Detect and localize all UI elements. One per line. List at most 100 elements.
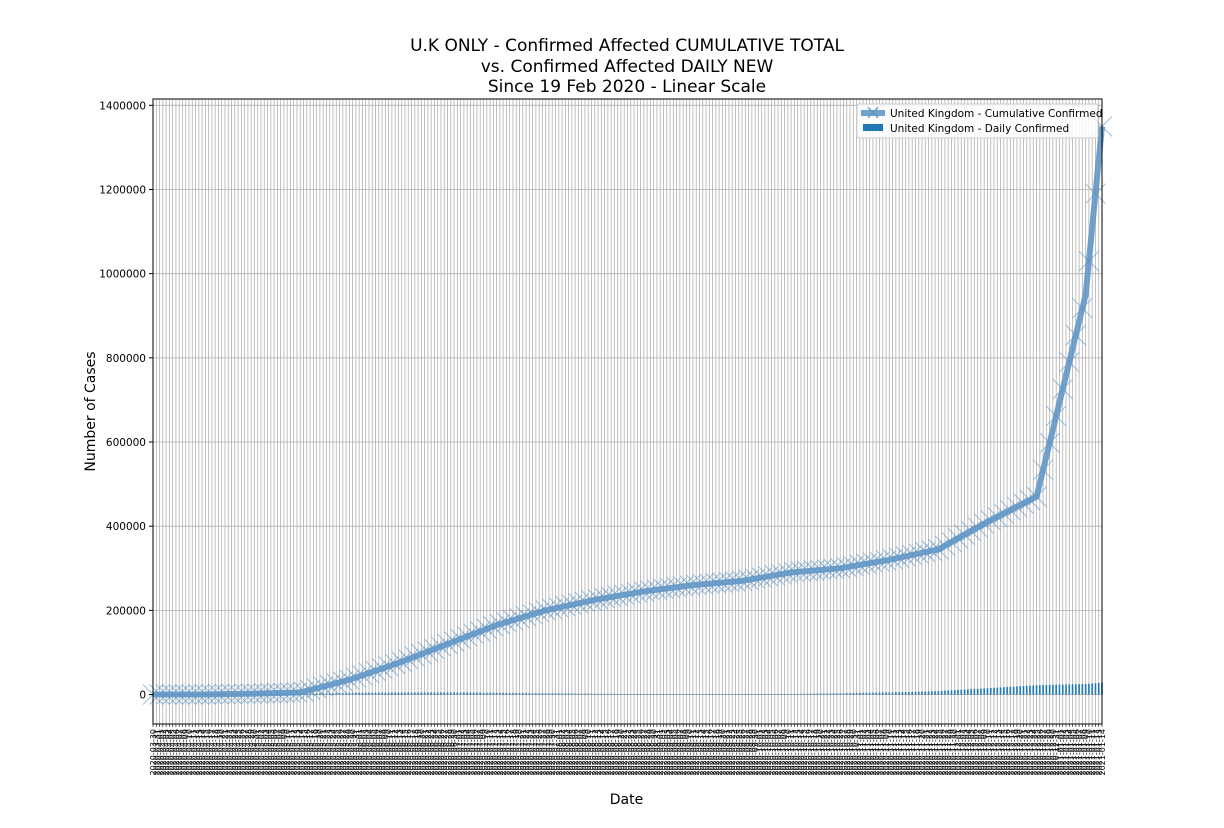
cumulative-marker — [790, 561, 812, 582]
cumulative-marker — [718, 571, 740, 593]
cumulative-marker — [482, 616, 504, 637]
x-tick-label: 2020-08-05 — [568, 729, 577, 776]
x-tick-label: 2020-05-25 — [332, 729, 341, 776]
x-tick-label: 2020-05-17 — [306, 729, 315, 776]
x-tick-label: 2020-06-11 — [388, 729, 397, 776]
x-tick-label: 2020-12-26 — [1036, 729, 1045, 776]
x-tick-label: 2020-06-09 — [381, 729, 390, 776]
x-tick-label: 2020-04-07 — [175, 729, 184, 776]
x-tick-label: 2020-12-17 — [1006, 729, 1015, 776]
x-tick-label: 2020-05-12 — [290, 729, 299, 776]
daily-bar — [374, 692, 377, 695]
x-tick-label: 2020-09-30 — [751, 729, 760, 776]
daily-bar — [921, 691, 923, 695]
x-tick-label: 2020-12-14 — [997, 729, 1006, 776]
x-tick-label: 2020-10-29 — [846, 729, 855, 776]
daily-bar — [531, 693, 534, 695]
x-tick-label: 2020-09-16 — [705, 729, 714, 776]
daily-bar — [881, 692, 884, 695]
cumulative-marker — [869, 551, 890, 572]
cumulative-marker — [672, 576, 694, 597]
daily-bar — [692, 694, 694, 695]
x-tick-label: 2020-12-21 — [1019, 729, 1028, 776]
daily-bar — [561, 693, 563, 695]
x-tick-label: 2020-12-01 — [954, 729, 963, 776]
x-tick-label: 2020-08-29 — [646, 729, 655, 776]
x-tick-label: 2020-06-22 — [424, 729, 433, 776]
daily-bar — [757, 694, 760, 695]
x-tick-label: 2020-06-19 — [414, 729, 423, 776]
daily-bar — [960, 689, 963, 695]
cumulative-marker — [443, 631, 465, 652]
cumulative-marker — [928, 538, 949, 560]
daily-bar — [806, 693, 809, 695]
x-tick-label: 2020-12-22 — [1023, 729, 1032, 776]
daily-bar — [417, 692, 419, 695]
daily-bar — [587, 693, 590, 695]
cumulative-marker — [430, 636, 452, 657]
daily-bar — [472, 692, 475, 695]
x-tick-label: 2021-01-06 — [1072, 729, 1081, 776]
daily-bar — [845, 693, 848, 695]
x-tick-label: 2020-05-08 — [277, 729, 286, 776]
x-tick-label: 2020-06-10 — [385, 729, 394, 776]
daily-bar — [1058, 684, 1061, 695]
x-tick-label: 2020-10-04 — [764, 729, 773, 776]
x-tick-label: 2020-05-15 — [300, 729, 309, 776]
x-tick-label: 2020-07-06 — [470, 729, 479, 776]
x-tick-label: 2020-05-06 — [270, 729, 279, 776]
x-tick-label: 2020-08-26 — [637, 729, 646, 776]
daily-bar — [551, 693, 554, 695]
x-tick-label: 2020-06-25 — [434, 729, 443, 776]
cumulative-marker — [934, 535, 956, 557]
x-tick-label: 2020-08-17 — [607, 729, 616, 776]
x-tick-label: 2020-05-18 — [309, 729, 318, 776]
cumulative-marker — [980, 509, 1002, 531]
x-tick-label: 2020-06-08 — [378, 729, 387, 776]
daily-bar — [924, 691, 927, 695]
cumulative-marker — [954, 524, 975, 546]
daily-bar — [868, 692, 871, 695]
x-tick-label: 2020-04-20 — [218, 729, 227, 776]
title-line-3: Since 19 Feb 2020 - Linear Scale — [487, 77, 767, 97]
x-tick-label: 2021-01-01 — [1055, 729, 1064, 776]
daily-bar — [656, 694, 658, 695]
cumulative-marker — [1039, 432, 1060, 454]
daily-bar — [1045, 685, 1048, 695]
x-tick-label: 2020-09-03 — [663, 729, 672, 776]
daily-bar — [440, 692, 442, 695]
daily-bar — [688, 694, 691, 695]
x-tick-label: 2020-08-30 — [650, 729, 659, 776]
x-tick-label: 2020-12-23 — [1026, 729, 1035, 776]
cumulative-marker — [679, 575, 701, 596]
x-tick-label: 2020-08-28 — [643, 729, 652, 776]
x-tick-label: 2020-06-14 — [398, 729, 407, 776]
daily-bar — [754, 694, 756, 695]
x-tick-label: 2020-05-26 — [336, 729, 345, 776]
daily-bar — [466, 692, 468, 695]
cumulative-marker — [613, 584, 635, 606]
cumulative-marker — [620, 583, 642, 605]
x-tick-label: 2020-05-10 — [283, 729, 292, 776]
x-tick-label: 2020-11-10 — [885, 729, 894, 776]
x-tick-label: 2020-06-16 — [404, 729, 413, 776]
daily-bar — [760, 694, 763, 695]
daily-bar — [567, 693, 570, 695]
x-tick-label: 2020-06-20 — [417, 729, 426, 776]
daily-bar — [1035, 685, 1038, 695]
x-tick-label: 2020-05-31 — [352, 729, 361, 776]
x-tick-label: 2020-08-14 — [597, 729, 606, 776]
daily-bar — [744, 694, 747, 695]
daily-bar — [767, 694, 770, 695]
y-tick-label: 0 — [139, 690, 146, 702]
x-tick-label: 2020-11-19 — [915, 729, 924, 776]
x-tick-label: 2020-10-22 — [823, 729, 832, 776]
daily-bar — [420, 692, 423, 695]
daily-bar — [865, 692, 868, 695]
x-tick-label: 2020-08-07 — [574, 729, 583, 776]
x-tick-label: 2021-01-02 — [1059, 729, 1068, 776]
x-tick-label: 2021-01-04 — [1065, 729, 1074, 776]
daily-bar — [361, 692, 364, 695]
daily-bar — [842, 693, 845, 695]
x-tick-label: 2020-06-17 — [408, 729, 417, 776]
